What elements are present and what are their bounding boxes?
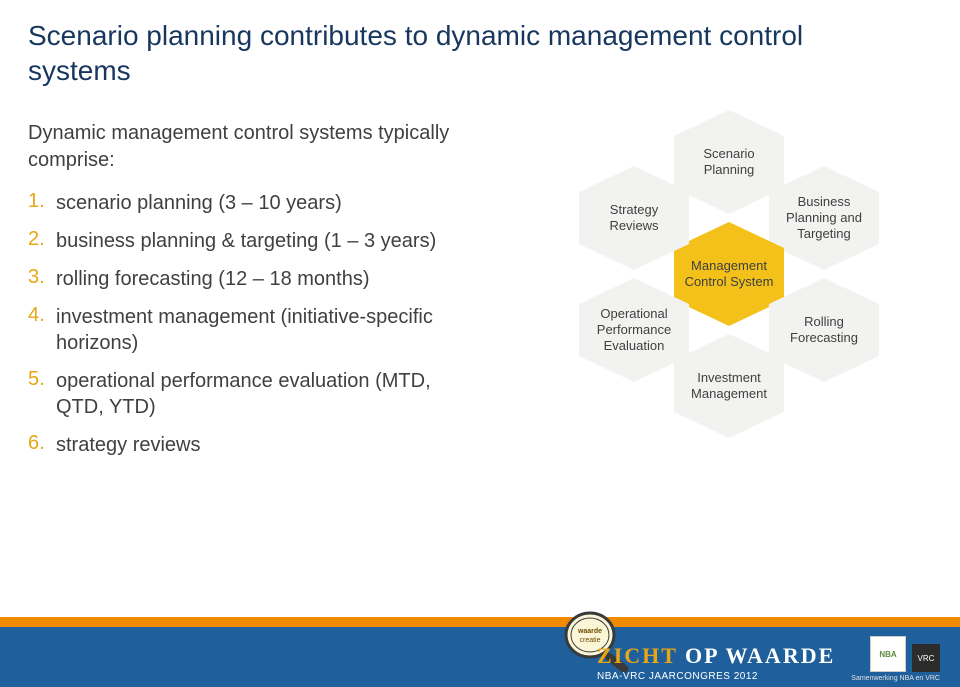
hexagon-diagram: Scenario PlanningBusiness Planning and T… xyxy=(470,110,940,510)
hex-label: Management Control System xyxy=(682,258,777,291)
slide-title: Scenario planning contributes to dynamic… xyxy=(28,18,808,88)
list-number: 2. xyxy=(28,228,56,251)
svg-text:waarde: waarde xyxy=(577,628,602,635)
list-item: 3. rolling forecasting (12 – 18 months) xyxy=(28,266,458,292)
numbered-list: 1. scenario planning (3 – 10 years) 2. b… xyxy=(28,190,458,458)
logo-group: NBA VRC Samenwerking NBA en VRC xyxy=(851,636,940,682)
subheading: Dynamic management control systems typic… xyxy=(28,120,458,174)
vrc-logo: VRC xyxy=(912,644,940,672)
body-left-column: Dynamic management control systems typic… xyxy=(28,120,458,470)
list-item: 5. operational performance evaluation (M… xyxy=(28,368,458,420)
list-text: scenario planning (3 – 10 years) xyxy=(56,190,342,216)
slide: Scenario planning contributes to dynamic… xyxy=(0,0,960,687)
samen-text: Samenwerking NBA en VRC xyxy=(851,675,940,682)
list-text: investment management (initiative-specif… xyxy=(56,304,458,356)
brand-part1: ZICHT xyxy=(597,643,685,668)
list-text: operational performance evaluation (MTD,… xyxy=(56,368,458,420)
list-number: 5. xyxy=(28,368,56,391)
footer-orange-bar xyxy=(0,617,960,627)
hex-operational: Operational Performance Evaluation xyxy=(575,278,693,382)
vrc-text: VRC xyxy=(918,654,935,663)
list-number: 4. xyxy=(28,304,56,327)
list-number: 1. xyxy=(28,190,56,213)
hex-label: Strategy Reviews xyxy=(587,202,682,235)
footer-right: ZICHT OP WAARDE NBA-VRC JAARCONGRES 2012… xyxy=(597,636,940,682)
slide-title-block: Scenario planning contributes to dynamic… xyxy=(28,18,808,88)
list-text: rolling forecasting (12 – 18 months) xyxy=(56,266,370,292)
brand-block: ZICHT OP WAARDE NBA-VRC JAARCONGRES 2012 xyxy=(597,643,835,682)
brand-title: ZICHT OP WAARDE xyxy=(597,643,835,669)
list-item: 6. strategy reviews xyxy=(28,432,458,458)
list-text: business planning & targeting (1 – 3 yea… xyxy=(56,228,436,254)
list-number: 6. xyxy=(28,432,56,455)
list-item: 1. scenario planning (3 – 10 years) xyxy=(28,190,458,216)
nba-logo: NBA xyxy=(870,636,906,672)
hex-label: Operational Performance Evaluation xyxy=(587,306,682,355)
list-number: 3. xyxy=(28,266,56,289)
brand-subtitle: NBA-VRC JAARCONGRES 2012 xyxy=(597,671,835,682)
hex-label: Investment Management xyxy=(682,370,777,403)
nba-text: NBA xyxy=(879,650,896,659)
hex-label: Rolling Forecasting xyxy=(777,314,872,347)
hex-label: Scenario Planning xyxy=(682,146,777,179)
footer: waarde creatie ZICHT OP WAARDE NBA-VRC J… xyxy=(0,599,960,687)
brand-part2: OP WAARDE xyxy=(685,643,835,668)
list-item: 4. investment management (initiative-spe… xyxy=(28,304,458,356)
list-item: 2. business planning & targeting (1 – 3 … xyxy=(28,228,458,254)
hex-label: Business Planning and Targeting xyxy=(777,194,872,243)
hex-strategy: Strategy Reviews xyxy=(575,166,693,270)
list-text: strategy reviews xyxy=(56,432,201,458)
